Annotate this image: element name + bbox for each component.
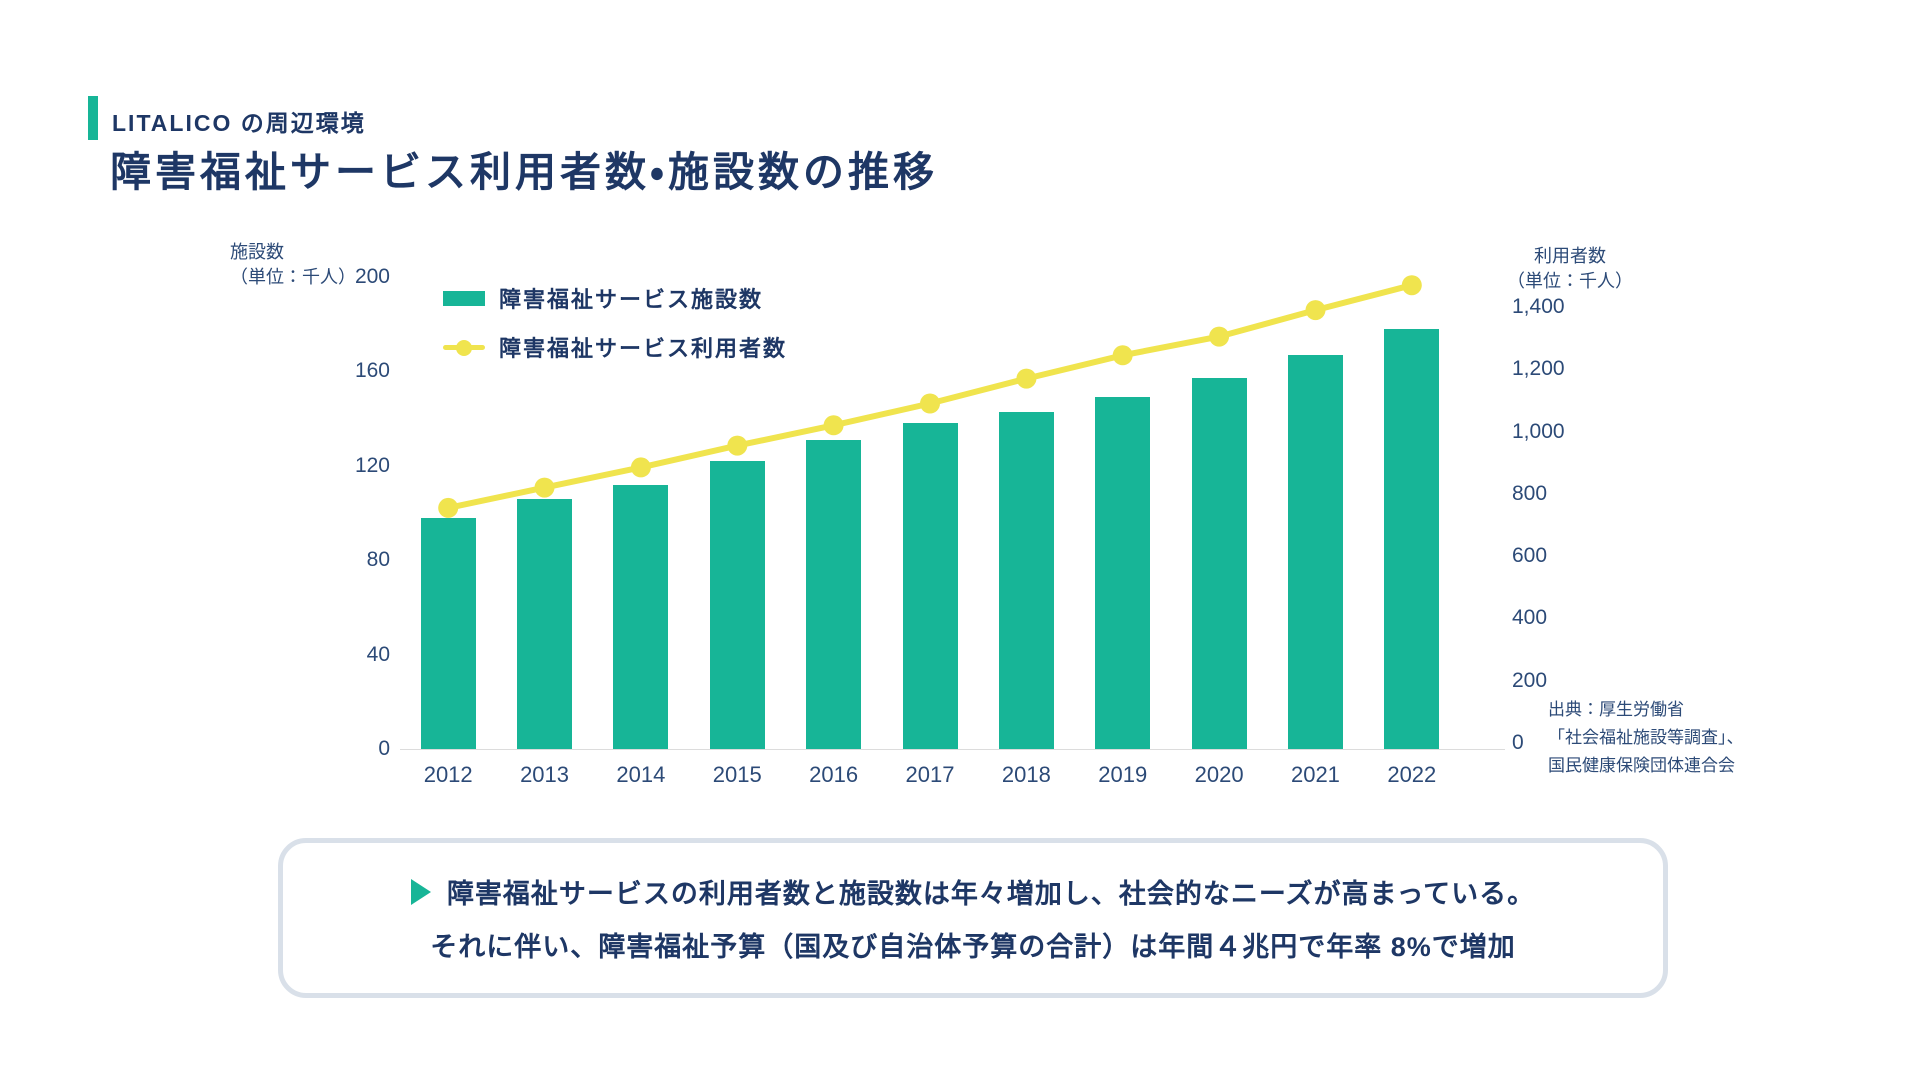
line-point-2014 (630, 457, 651, 478)
left-tick-160: 160 (354, 359, 390, 383)
callout-text-1: 障害福祉サービスの利用者数と施設数は年々増加し、社会的なニーズが高まっている。 (446, 879, 1536, 909)
legend-label-users: 障害福祉サービス利用者数 (499, 336, 788, 361)
left-axis-unit-line2: （単位：千人） (230, 267, 356, 287)
x-label-2012: 2012 (423, 762, 473, 787)
bar-2022 (1384, 328, 1440, 749)
left-tick-200: 200 (354, 265, 390, 288)
left-tick-40: 40 (366, 642, 390, 666)
line-point-2016 (823, 415, 844, 436)
kicker-accent-bar (88, 96, 98, 140)
triangle-bullet-icon (410, 878, 431, 905)
x-label-2014: 2014 (616, 762, 666, 787)
x-label-2015: 2015 (712, 762, 762, 787)
right-tick-600: 600 (1512, 544, 1548, 568)
source-line-3: 国民健康保険団体連合会 (1548, 756, 1735, 775)
legend-item-users: 障害福祉サービス利用者数 (443, 331, 787, 363)
left-tick-80: 80 (366, 548, 390, 572)
right-axis-unit-line1: 利用者数 (1534, 246, 1606, 266)
x-label-2018: 2018 (1001, 762, 1051, 787)
line-point-2018 (1016, 368, 1037, 389)
right-tick-1,000: 1,000 (1512, 419, 1565, 443)
bar-2021 (1287, 354, 1343, 749)
line-swatch-icon (443, 339, 485, 356)
source-note: 出典：厚生労働省 「社会福祉施設等調査」、 国民健康保険団体連合会 (1548, 696, 1744, 780)
bar-2017 (902, 423, 958, 749)
callout-text-2: それに伴い、障害福祉予算（国及び自治体予算の合計）は年間４兆円で年率 8%で増加 (430, 932, 1516, 962)
line-point-2015 (727, 435, 748, 456)
left-tick-0: 0 (378, 737, 390, 760)
right-tick-1,400: 1,400 (1512, 295, 1565, 318)
x-label-2017: 2017 (905, 762, 955, 787)
bar-2014 (613, 484, 669, 749)
bar-swatch-icon (443, 290, 485, 306)
page-title: 障害福祉サービス利用者数・施設数の推移 (110, 149, 938, 195)
left-tick-120: 120 (354, 453, 390, 477)
bar-2018 (998, 411, 1054, 749)
bar-2016 (806, 439, 862, 749)
left-axis-unit-line1: 施設数 (230, 242, 284, 262)
legend-item-facilities: 障害福祉サービス施設数 (443, 282, 787, 314)
legend-label-facilities: 障害福祉サービス施設数 (499, 287, 764, 312)
x-label-2022: 2022 (1387, 762, 1437, 787)
right-tick-400: 400 (1512, 606, 1548, 630)
bar-series (400, 277, 1460, 749)
x-label-2019: 2019 (1098, 762, 1148, 787)
line-point-2022 (1401, 275, 1422, 296)
source-line-2: 「社会福祉施設等調査」、 (1548, 728, 1744, 747)
x-label-2020: 2020 (1194, 762, 1244, 787)
line-point-2012 (438, 497, 459, 518)
line-point-2021 (1305, 300, 1326, 321)
x-label-2016: 2016 (809, 762, 859, 787)
summary-callout: 障害福祉サービスの利用者数と施設数は年々増加し、社会的なニーズが高まっている。 … (278, 838, 1668, 998)
bar-2015 (709, 461, 765, 749)
bar-2012 (420, 517, 476, 749)
source-line-1: 出典：厚生労働省 (1548, 700, 1684, 719)
right-tick-200: 200 (1512, 668, 1548, 692)
right-axis-unit-line2: （単位：千人） (1507, 271, 1633, 291)
line-point-2017 (920, 393, 940, 414)
right-tick-0: 0 (1512, 731, 1524, 754)
bar-2019 (1095, 397, 1151, 749)
callout-line-2: それに伴い、障害福祉予算（国及び自治体予算の合計）は年間４兆円で年率 8%で増加 (430, 925, 1516, 964)
legend: 障害福祉サービス施設数 障害福祉サービス利用者数 (443, 282, 787, 380)
x-label-2021: 2021 (1290, 762, 1340, 787)
bar-2013 (517, 498, 573, 749)
line-point-2019 (1112, 345, 1133, 366)
callout-line-1: 障害福祉サービスの利用者数と施設数は年々増加し、社会的なニーズが高まっている。 (410, 872, 1536, 911)
x-label-2013: 2013 (520, 762, 570, 787)
line-point-2013 (534, 477, 555, 498)
x-axis-baseline (400, 749, 1505, 750)
bar-2020 (1191, 378, 1247, 749)
kicker-text: LITALICO の周辺環境 (112, 110, 366, 136)
line-point-2020 (1209, 326, 1230, 347)
right-tick-800: 800 (1512, 481, 1548, 505)
right-tick-1,200: 1,200 (1512, 357, 1565, 381)
right-axis-unit-label: 利用者数 （単位：千人） (1500, 244, 1640, 294)
left-axis-unit-label: 施設数 （単位：千人） (230, 240, 356, 290)
line-series (438, 275, 1422, 518)
